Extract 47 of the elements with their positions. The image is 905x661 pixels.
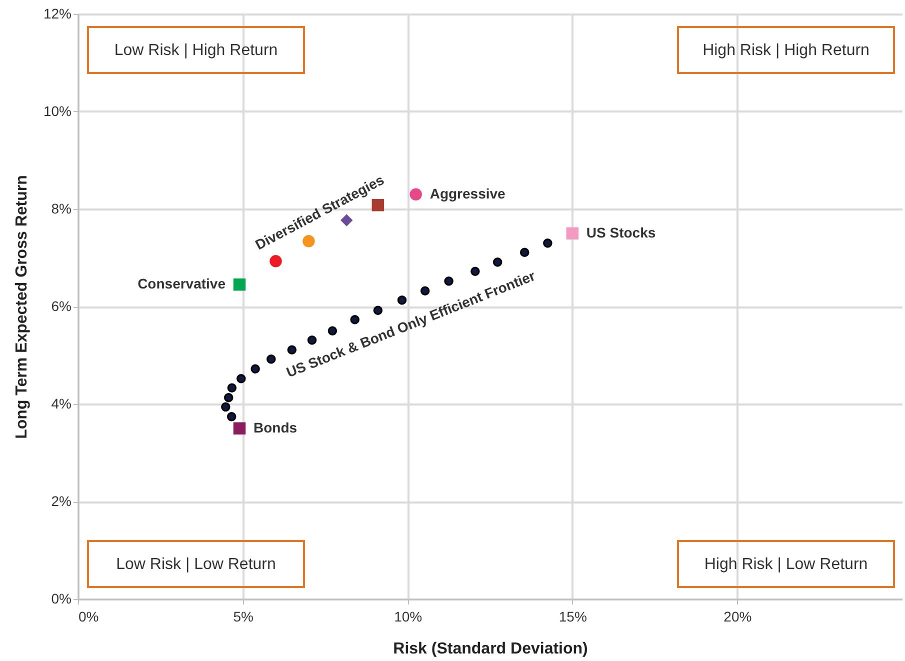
annotation: Low Risk | Low Return: [116, 556, 276, 573]
annotation: High Risk | High Return: [702, 42, 870, 59]
point: [328, 326, 338, 336]
point: [250, 364, 260, 374]
point: [470, 266, 480, 276]
point: [233, 278, 246, 291]
point: [420, 286, 430, 296]
annotation: High Risk | Low Return: [704, 556, 868, 573]
point: [397, 296, 407, 305]
point: [340, 214, 353, 226]
x-tick-label: 15%: [558, 608, 587, 624]
point: [492, 258, 502, 267]
x-tick-label: 5%: [233, 608, 254, 624]
y-axis-title: Long Term Expected Gross Return: [13, 175, 30, 439]
point: [410, 188, 422, 200]
point: [287, 345, 297, 355]
point: [373, 306, 383, 316]
point: [543, 238, 552, 248]
y-tick-label: 0%: [51, 590, 72, 606]
point: [227, 383, 237, 393]
y-tick-label: 8%: [51, 200, 72, 216]
y-tick-label: 4%: [51, 396, 72, 412]
point: [520, 248, 530, 258]
x-tick-label: 20%: [724, 608, 752, 624]
point: [266, 354, 276, 364]
y-tick-label: 12%: [43, 6, 72, 22]
point: [233, 422, 246, 434]
y-tick-label: 2%: [51, 493, 72, 509]
point: [236, 374, 246, 384]
series-label: Bonds: [254, 419, 298, 436]
point: [307, 336, 317, 345]
y-tick-label: 6%: [51, 298, 72, 314]
series-label: Aggressive: [430, 185, 506, 202]
series-label: US Stocks: [586, 224, 656, 240]
series-label: Conservative: [138, 276, 226, 292]
point: [226, 412, 236, 422]
x-tick-label: 0%: [78, 608, 99, 624]
point: [270, 255, 282, 268]
point: [444, 276, 454, 286]
point: [224, 393, 234, 402]
point: [221, 402, 230, 412]
x-tick-label: 10%: [394, 608, 422, 624]
y-tick-label: 10%: [43, 103, 72, 119]
point: [350, 315, 360, 324]
annotation: Low Risk | High Return: [114, 42, 278, 59]
x-axis-title: Risk (Standard Deviation): [393, 640, 588, 658]
point: [566, 227, 579, 240]
